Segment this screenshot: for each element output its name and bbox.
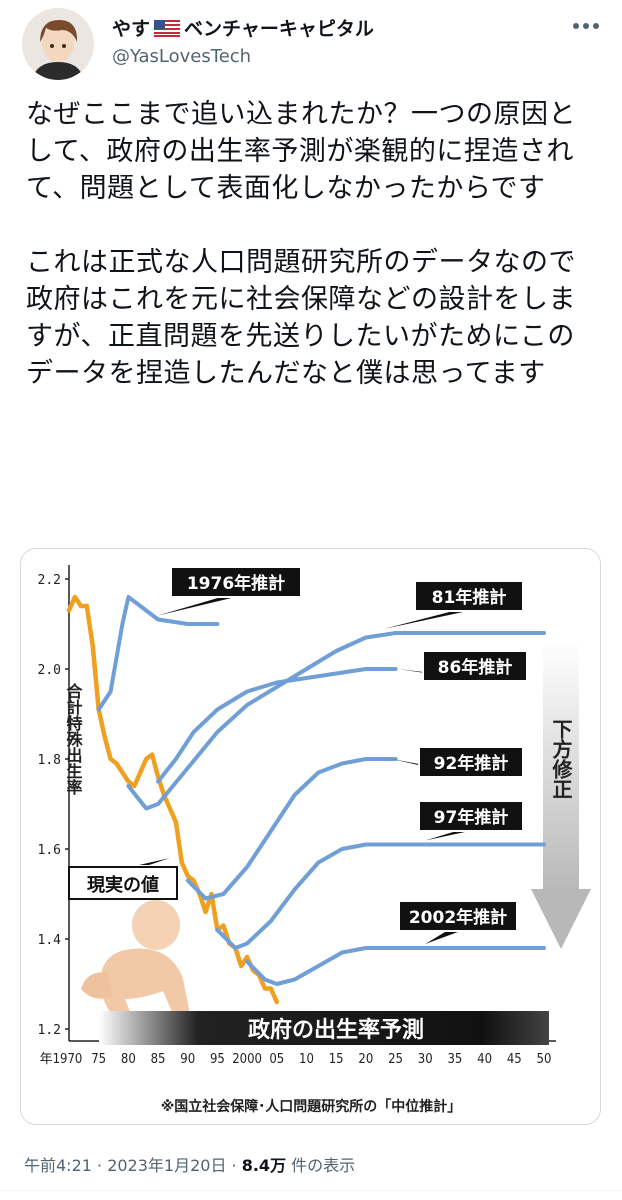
- avatar-illustration: [22, 8, 94, 80]
- display-name-text: やす: [112, 18, 151, 40]
- fertility-rate-chart: 1.2 1.4 1.6 1.8 2.0 2.2 年1970 75 80 85 90 95 2000 05 1…: [21, 549, 600, 1124]
- downward-revision-arrow: 下方修正: [531, 641, 591, 949]
- y-tick-label: 1.6: [38, 843, 61, 858]
- chart-axes: 1.2 1.4 1.6 1.8 2.0 2.2 年1970 75 80 85 90 95 2000 05 1…: [38, 565, 556, 1067]
- y-tick-label: 1.8: [38, 753, 61, 768]
- x-tick-label: 35: [447, 1052, 462, 1067]
- callout-label: 92年推計: [434, 753, 509, 774]
- callout-actual: 現実の値: [68, 858, 178, 900]
- chart-callouts: 1976年推計 81年推計 86年推計 92年推計 97年推計 2002年推計 現実の値: [68, 566, 528, 944]
- callout-1976: 1976年推計: [158, 566, 302, 616]
- y-tick-label: 2.0: [38, 663, 61, 678]
- x-tick-label: 05: [269, 1052, 284, 1067]
- baby-illustration: [81, 900, 191, 1021]
- tweet-timestamp[interactable]: 午前4:21 · 2023年1月20日 ·: [24, 1156, 242, 1175]
- actual-rate-line: [66, 594, 280, 1005]
- projection-line: [156, 667, 398, 784]
- projection-line: [185, 757, 398, 901]
- projection-line: [245, 946, 546, 986]
- callout-2002: 2002年推計: [398, 900, 518, 944]
- us-flag-icon: [154, 20, 181, 37]
- x-tick-label: 15: [329, 1052, 344, 1067]
- y-tick-label: 2.2: [38, 573, 61, 588]
- callout-label: 97年推計: [434, 807, 509, 828]
- callout-81: 81年推計: [383, 580, 524, 629]
- x-tick-label: 80: [121, 1052, 136, 1067]
- display-name[interactable]: やす ベンチャーキャピタル: [112, 14, 374, 41]
- banner-label: 政府の出生率予測: [248, 1017, 424, 1043]
- x-tick-label: 75: [91, 1052, 106, 1067]
- tweet-header: やす ベンチャーキャピタル @YasLovesTech: [0, 0, 622, 90]
- divider: [0, 1190, 622, 1191]
- tweet-meta: 午前4:21 · 2023年1月20日 · 8.4万 件の表示: [24, 1152, 355, 1176]
- callout-86: 86年推計: [397, 650, 528, 682]
- x-tick-label: 40: [477, 1052, 492, 1067]
- x-tick-label: 10: [299, 1052, 314, 1067]
- x-tick-label: 85: [151, 1052, 166, 1067]
- y-axis-label: 合計特殊出生率: [64, 682, 83, 796]
- callout-97: 97年推計: [418, 800, 524, 841]
- x-tick-label: 50: [537, 1052, 552, 1067]
- callout-label: 2002年推計: [409, 907, 507, 928]
- actual-value-label: 現実の値: [87, 874, 159, 896]
- callout-92: 92年推計: [391, 746, 524, 778]
- x-tick-label: 年1970: [40, 1052, 83, 1067]
- x-tick-label: 95: [210, 1052, 225, 1067]
- tweet-text: なぜここまで追い込まれたか？一つの原因として、政府の出生率予測が楽観的に捏造され…: [26, 99, 576, 389]
- view-count-suffix: 件の表示: [286, 1156, 356, 1175]
- projection-line: [215, 842, 546, 950]
- user-handle[interactable]: @YasLovesTech: [112, 46, 252, 67]
- avatar[interactable]: [22, 8, 94, 80]
- chart-series: [66, 594, 546, 1005]
- x-tick-label: 25: [388, 1052, 403, 1067]
- source-note: ※国立社会保障･人口問題研究所の「中位推計」: [161, 1098, 462, 1115]
- view-count: 8.4万: [241, 1156, 287, 1175]
- x-tick-label: 2000: [232, 1052, 262, 1067]
- x-tick-label: 20: [358, 1052, 373, 1067]
- projection-line: [126, 631, 546, 811]
- x-tick-label: 90: [180, 1052, 195, 1067]
- more-options-icon[interactable]: [566, 16, 606, 36]
- government-forecast-banner: 政府の出生率予測: [99, 1011, 549, 1045]
- callout-label: 1976年推計: [187, 573, 285, 594]
- callout-label: 86年推計: [438, 657, 513, 678]
- y-tick-label: 1.4: [38, 933, 62, 948]
- tweet-image[interactable]: 1.2 1.4 1.6 1.8 2.0 2.2 年1970 75 80 85 90 95 2000 05 1…: [20, 548, 601, 1125]
- x-tick-label: 30: [418, 1052, 433, 1067]
- y-tick-label: 1.2: [38, 1023, 61, 1038]
- callout-label: 81年推計: [432, 587, 507, 608]
- display-name-suffix: ベンチャーキャピタル: [184, 18, 374, 40]
- x-tick-label: 45: [507, 1052, 522, 1067]
- downward-revision-label: 下方修正: [549, 719, 573, 799]
- projection-line: [96, 595, 220, 712]
